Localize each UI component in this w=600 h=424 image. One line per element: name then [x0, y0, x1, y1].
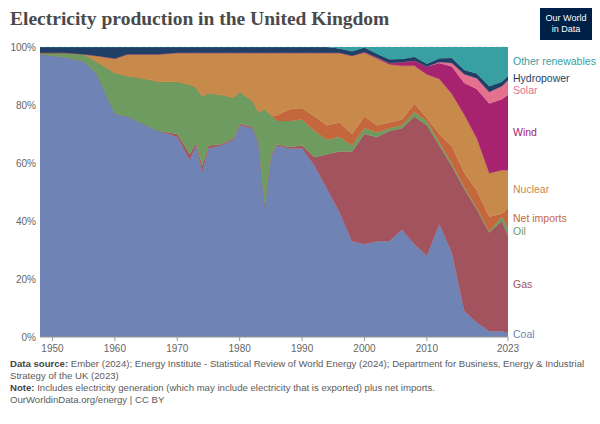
title: Electricity production in the United Kin… [10, 8, 389, 29]
footer-line: OurWorldinData.org/energy | CC BY [10, 394, 595, 406]
x-tick [239, 337, 240, 341]
y-tick-label: 20% [16, 274, 36, 285]
footer-line: Note: Includes electricity generation (w… [10, 382, 595, 394]
y-tick-label: 100% [10, 42, 36, 53]
x-tick-label: 2023 [497, 343, 520, 354]
area [40, 47, 508, 92]
series-label: Net imports [513, 212, 567, 224]
grid-line [40, 337, 508, 338]
footer-label: Note: [10, 382, 35, 393]
x-axis-line [40, 337, 508, 338]
logo-box [540, 8, 592, 40]
footer-text: OurWorldinData.org/energy | CC BY [10, 394, 164, 405]
x-tick [52, 337, 53, 341]
y-tick-label: 40% [16, 216, 36, 227]
x-tick-label: 2000 [353, 343, 376, 354]
series-label: Gas [513, 278, 532, 290]
x-tick [177, 337, 178, 341]
series-label: Solar [513, 84, 538, 96]
x-tick-label: 1970 [166, 343, 189, 354]
area [40, 47, 508, 86]
footer-label: Data source: [10, 358, 68, 369]
series-label: Wind [513, 126, 537, 138]
series-label: Other renewables [513, 55, 596, 67]
footer-line: Data source: Ember (2024); Energy Instit… [10, 358, 595, 382]
areas [40, 47, 508, 337]
grid [40, 47, 508, 337]
y-tick-label: 60% [16, 158, 36, 169]
x-tick [114, 337, 115, 341]
footer-text: Includes electricity generation (which m… [37, 382, 435, 393]
x-tick-label: 1980 [229, 343, 252, 354]
series-label: Coal [513, 328, 535, 340]
logo-text: Our World [546, 13, 587, 23]
series-label: Oil [513, 225, 526, 237]
footer-text: Ember (2024); Energy Institute - Statist… [10, 358, 584, 381]
y-tick-label: 80% [16, 100, 36, 111]
x-tick-label: 1960 [104, 343, 127, 354]
x-tick-label: 1990 [291, 343, 314, 354]
x-tick [508, 337, 509, 341]
x-tick-label: 1950 [41, 343, 64, 354]
x-tick-label: 2010 [416, 343, 439, 354]
y-tick-label: 0% [22, 332, 37, 343]
logo-text: in Data [552, 24, 581, 34]
series-label: Nuclear [513, 183, 550, 195]
x-tick [364, 337, 365, 341]
area [40, 53, 508, 217]
area [40, 52, 508, 173]
area [40, 53, 508, 236]
x-tick [426, 337, 427, 341]
series-label: Hydropower [513, 72, 570, 84]
footer: Data source: Ember (2024); Energy Instit… [10, 358, 595, 406]
x-tick [302, 337, 303, 341]
area [40, 53, 508, 231]
